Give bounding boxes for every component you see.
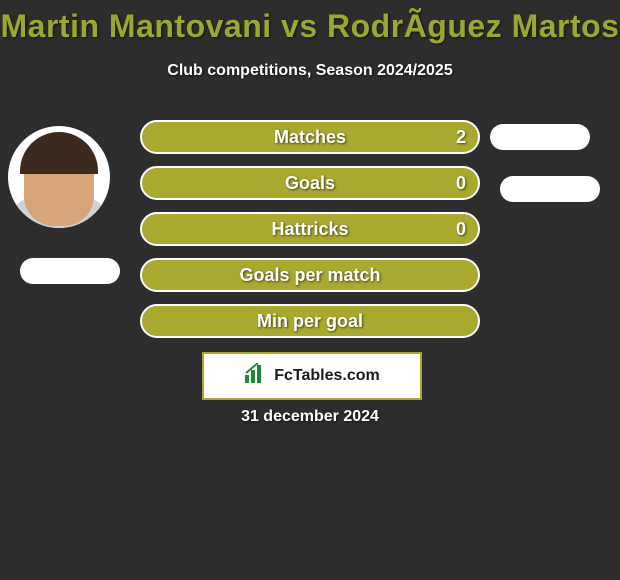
avatar-hair xyxy=(20,132,98,174)
bar-chart-icon xyxy=(244,363,266,390)
stat-row: Goals per match xyxy=(140,258,480,292)
footer-site-name: FcTables.com xyxy=(274,367,380,385)
stat-row: Min per goal xyxy=(140,304,480,338)
stat-value-left: 2 xyxy=(456,120,466,154)
player-left-avatar xyxy=(8,126,110,228)
footer-brand-box: FcTables.com xyxy=(202,352,422,400)
stat-label: Hattricks xyxy=(140,212,480,246)
stat-row: Matches2 xyxy=(140,120,480,154)
stat-label: Min per goal xyxy=(140,304,480,338)
player-right-name-pill-line2 xyxy=(500,176,600,202)
stat-label: Goals xyxy=(140,166,480,200)
date-label: 31 december 2024 xyxy=(0,408,620,426)
player-left-name-pill xyxy=(20,258,120,284)
page-title: Martin Mantovani vs RodrÃ­guez Martos xyxy=(0,8,620,45)
player-right-name-pill-line1 xyxy=(490,124,590,150)
comparison-infographic: Martin Mantovani vs RodrÃ­guez Martos Cl… xyxy=(0,0,620,580)
stat-row: Goals0 xyxy=(140,166,480,200)
stat-row: Hattricks0 xyxy=(140,212,480,246)
stat-value-left: 0 xyxy=(456,166,466,200)
stat-value-left: 0 xyxy=(456,212,466,246)
stat-label: Matches xyxy=(140,120,480,154)
page-subtitle: Club competitions, Season 2024/2025 xyxy=(0,62,620,80)
stat-label: Goals per match xyxy=(140,258,480,292)
